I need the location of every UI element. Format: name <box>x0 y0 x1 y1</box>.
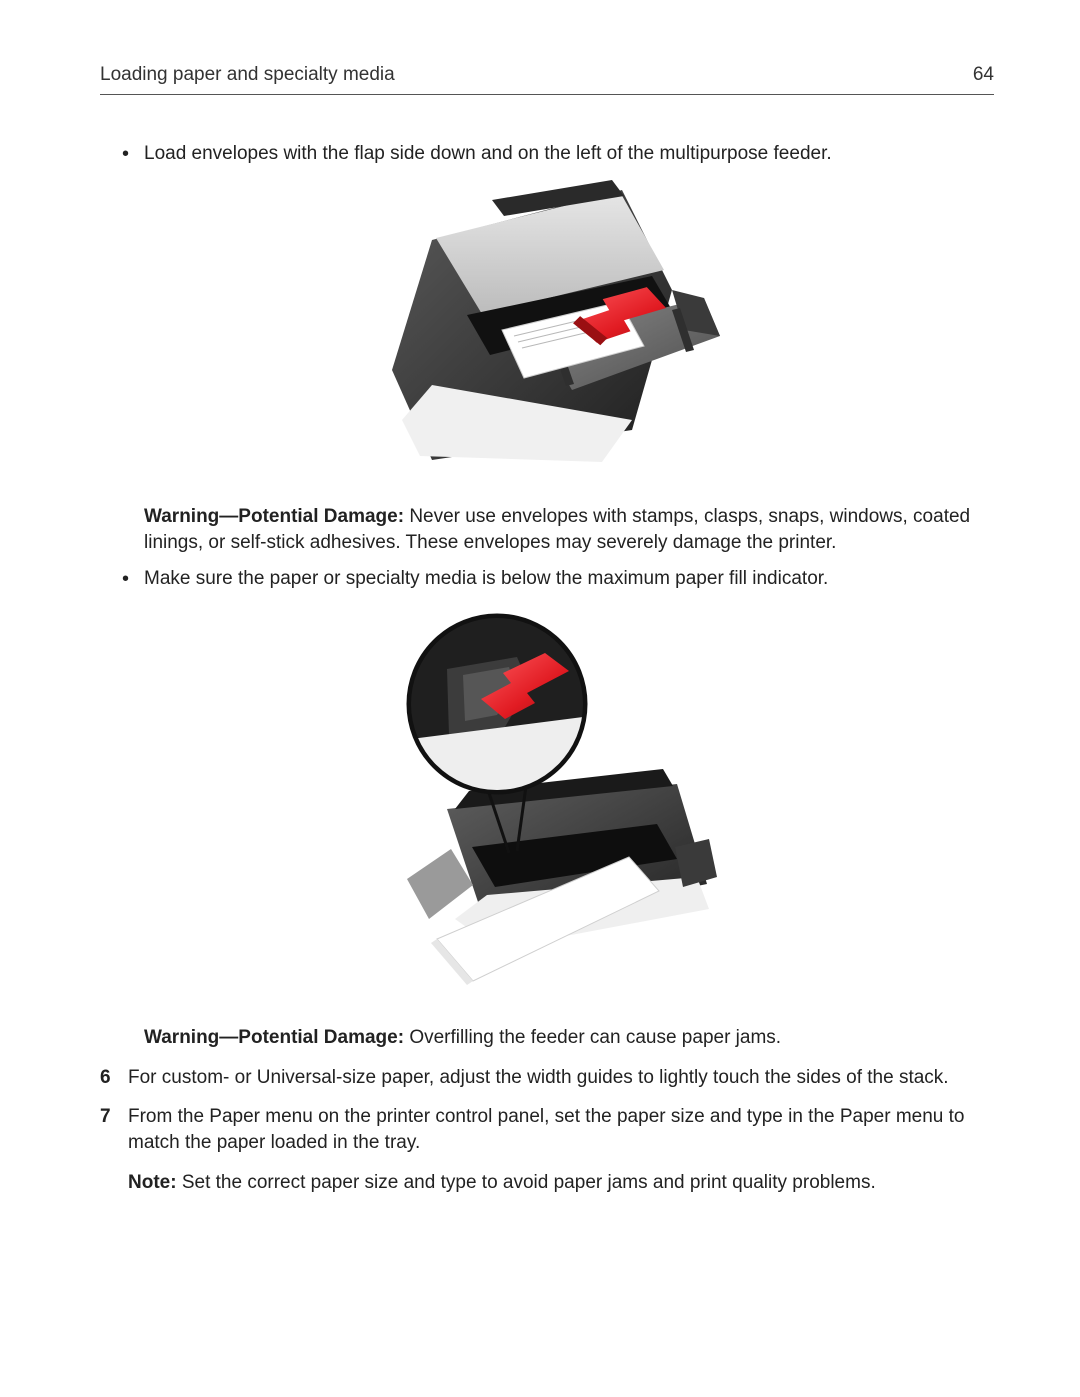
bullet-item: Make sure the paper or specialty media i… <box>120 566 994 592</box>
printer-maxfill-illustration <box>377 609 717 999</box>
note-text: Set the correct paper size and type to a… <box>177 1172 876 1193</box>
warning-label: Warning—Potential Damage: <box>144 1027 404 1048</box>
warning-block: Warning—Potential Damage: Overfilling th… <box>144 1025 994 1051</box>
figure-envelope-load <box>372 180 722 480</box>
bullet-list: Make sure the paper or specialty media i… <box>120 566 994 592</box>
bullet-item: Load envelopes with the flap side down a… <box>120 141 994 167</box>
step-text: From the Paper menu on the printer contr… <box>128 1106 965 1153</box>
bullet-text: Make sure the paper or specialty media i… <box>144 568 828 589</box>
step-text: For custom‑ or Universal‑size paper, adj… <box>128 1067 949 1088</box>
step-number: 7 <box>100 1104 111 1130</box>
note-label: Note: <box>128 1172 177 1193</box>
warning-text: Overfilling the feeder can cause paper j… <box>404 1027 781 1048</box>
page-number: 64 <box>973 62 994 88</box>
step-number: 6 <box>100 1065 111 1091</box>
warning-label: Warning—Potential Damage: <box>144 506 404 527</box>
step-list: 6 For custom‑ or Universal‑size paper, a… <box>100 1065 994 1156</box>
warning-block: Warning—Potential Damage: Never use enve… <box>144 504 994 555</box>
printer-envelope-illustration <box>372 180 722 480</box>
bullet-text: Load envelopes with the flap side down a… <box>144 143 832 164</box>
step-item: 7 From the Paper menu on the printer con… <box>100 1104 994 1155</box>
header-title: Loading paper and specialty media <box>100 62 395 88</box>
figure-max-fill <box>377 609 717 999</box>
step-item: 6 For custom‑ or Universal‑size paper, a… <box>100 1065 994 1091</box>
note-block: Note: Set the correct paper size and typ… <box>128 1170 994 1196</box>
page-header: Loading paper and specialty media 64 <box>100 62 994 95</box>
bullet-list: Load envelopes with the flap side down a… <box>120 141 994 167</box>
